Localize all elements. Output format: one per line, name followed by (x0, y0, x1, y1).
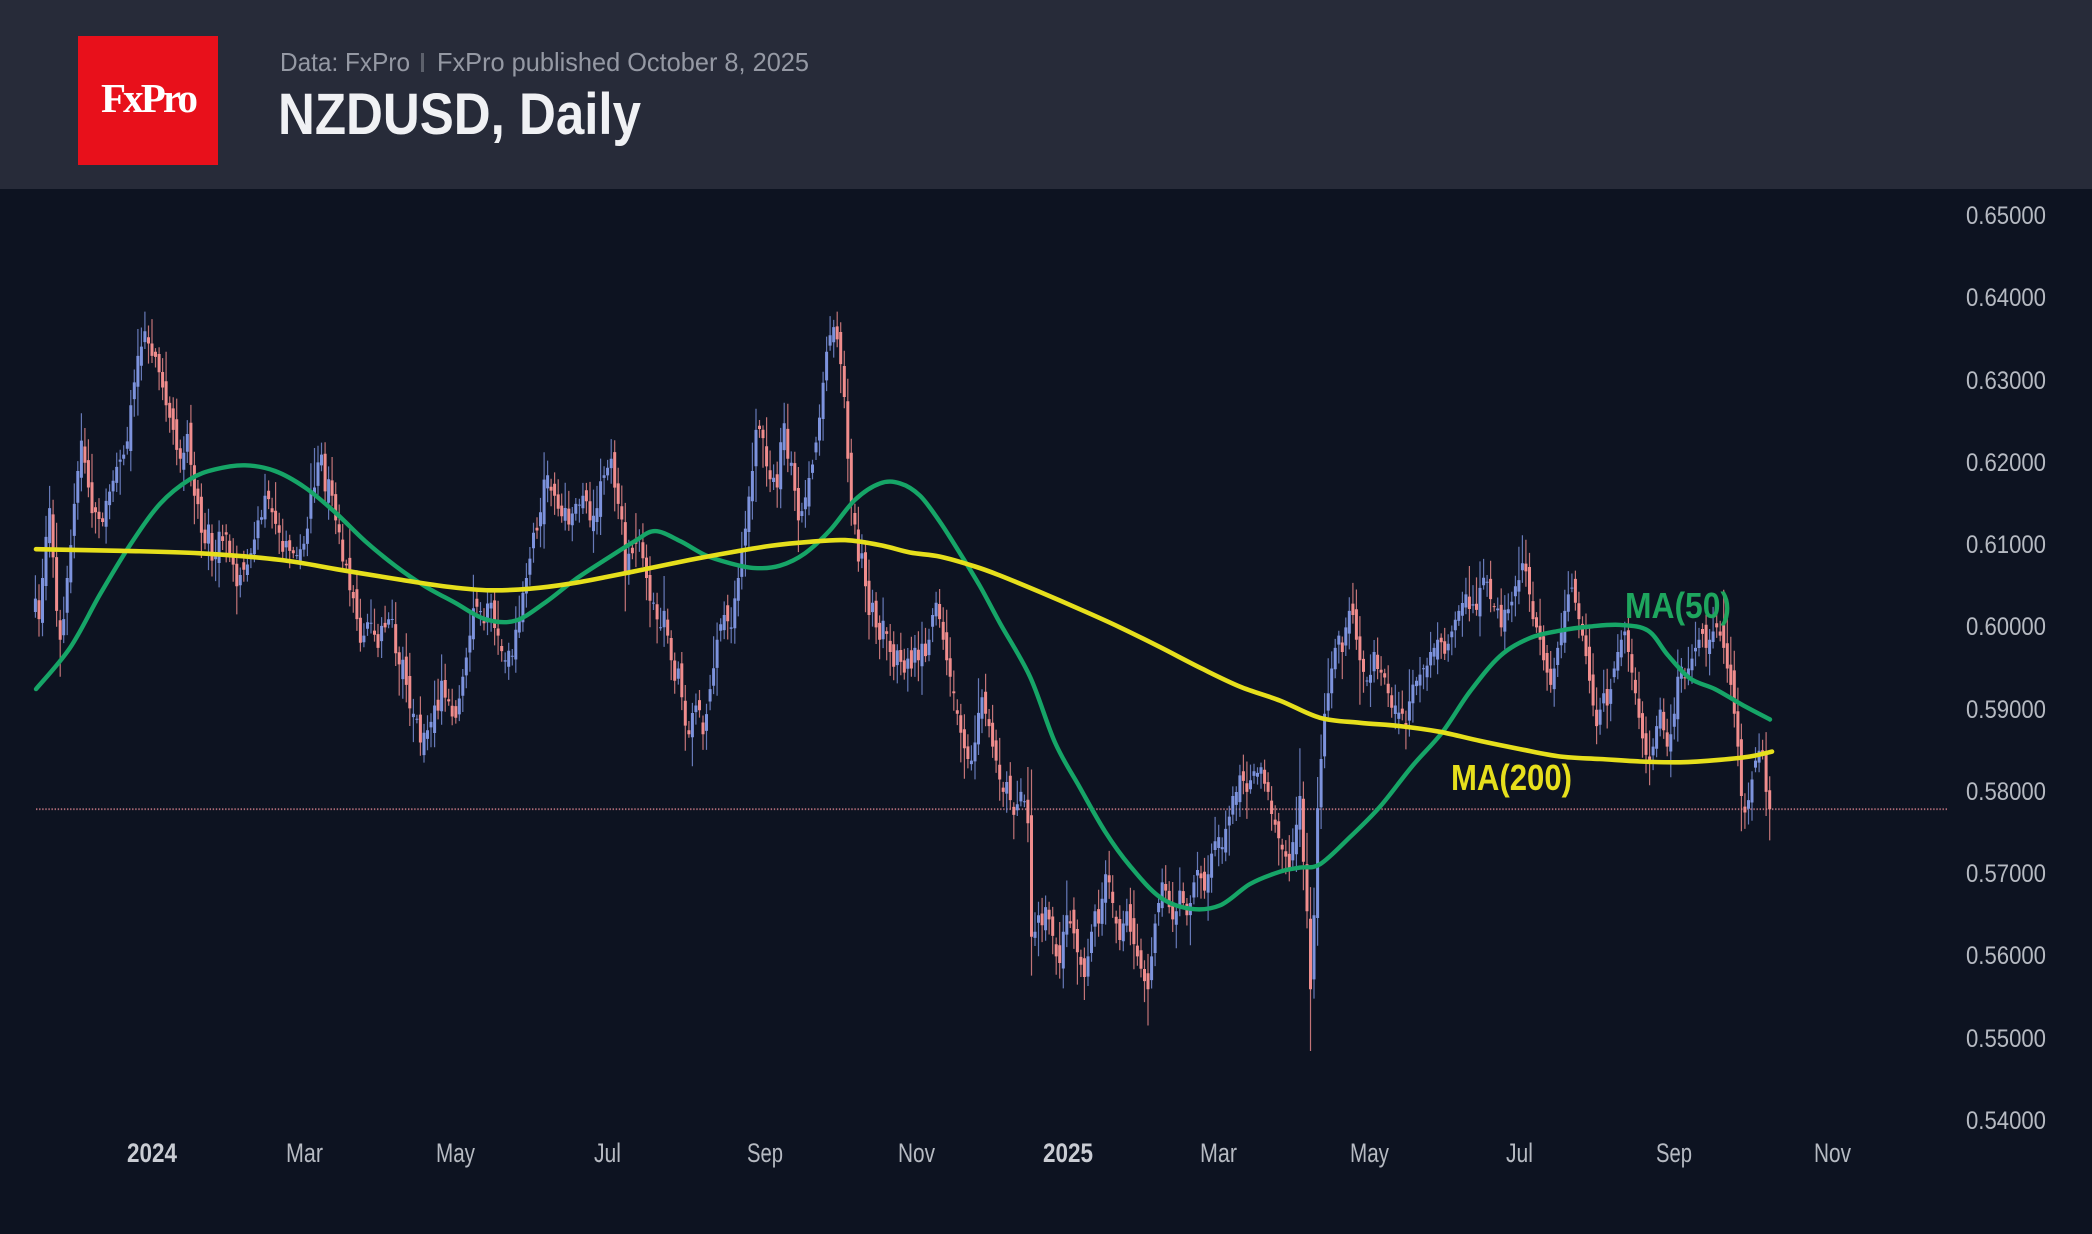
svg-text:0.54000: 0.54000 (1966, 1107, 2046, 1135)
svg-text:May: May (1350, 1138, 1389, 1168)
svg-text:Sep: Sep (1656, 1138, 1692, 1168)
svg-text:0.64000: 0.64000 (1966, 284, 2046, 312)
svg-text:FxPro: FxPro (101, 75, 198, 121)
svg-text:0.63000: 0.63000 (1966, 367, 2046, 395)
svg-text:Mar: Mar (1200, 1138, 1237, 1168)
svg-text:MA(50): MA(50) (1625, 585, 1731, 626)
svg-text:Jul: Jul (594, 1138, 621, 1168)
svg-text:0.61000: 0.61000 (1966, 531, 2046, 559)
svg-text:0.60000: 0.60000 (1966, 613, 2046, 641)
svg-text:FxPro published October 8, 202: FxPro published October 8, 2025 (437, 47, 809, 77)
svg-text:Nov: Nov (898, 1138, 935, 1168)
svg-text:Mar: Mar (286, 1138, 323, 1168)
svg-text:0.58000: 0.58000 (1966, 778, 2046, 806)
svg-text:Nov: Nov (1814, 1138, 1851, 1168)
svg-text:2024: 2024 (127, 1138, 177, 1168)
svg-text:0.62000: 0.62000 (1966, 449, 2046, 477)
svg-text:0.57000: 0.57000 (1966, 860, 2046, 888)
svg-text:0.56000: 0.56000 (1966, 942, 2046, 970)
svg-text:May: May (436, 1138, 475, 1168)
svg-text:NZDUSD, Daily: NZDUSD, Daily (278, 82, 641, 147)
svg-text:2025: 2025 (1043, 1138, 1093, 1168)
svg-text:Jul: Jul (1506, 1138, 1533, 1168)
svg-text:0.65000: 0.65000 (1966, 202, 2046, 230)
svg-text:Sep: Sep (747, 1138, 783, 1168)
svg-text:0.55000: 0.55000 (1966, 1025, 2046, 1053)
svg-text:MA(200): MA(200) (1451, 757, 1572, 798)
svg-text:Data: FxPro: Data: FxPro (280, 47, 410, 77)
svg-text:0.59000: 0.59000 (1966, 696, 2046, 724)
